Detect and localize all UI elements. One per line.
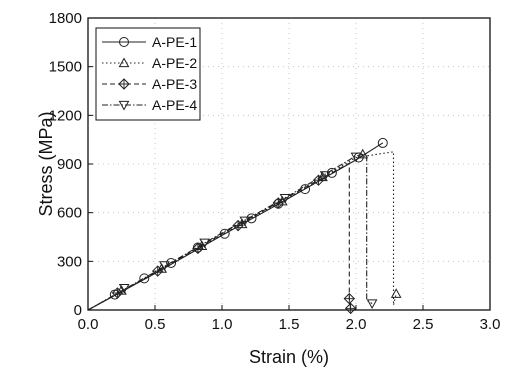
data-point: [159, 261, 170, 271]
legend-label: A-PE-3: [152, 76, 197, 92]
series-a-pe-2: [87, 148, 402, 311]
y-tick-label: 0: [74, 302, 82, 319]
y-tick-label: 1500: [49, 59, 82, 76]
y-tick-label: 600: [57, 205, 82, 222]
x-tick-label: 2.0: [346, 316, 367, 333]
data-point: [139, 273, 150, 284]
data-point: [366, 299, 378, 310]
y-tick-label: 900: [57, 156, 82, 173]
data-point: [344, 302, 357, 315]
series-line: [87, 151, 397, 311]
legend-marker: [119, 37, 129, 47]
legend-marker: [118, 57, 130, 68]
legend-marker: [118, 100, 130, 111]
data-point: [166, 257, 177, 268]
legend-marker: [118, 78, 130, 90]
y-axis-title: Stress (MPa): [36, 111, 56, 216]
legend: A-PE-1 A-PE-2 A-PE-3 A-PE-4: [95, 27, 201, 121]
data-point: [326, 167, 337, 178]
x-tick-label: 1.0: [212, 316, 233, 333]
legend-label: A-PE-4: [152, 97, 197, 113]
data-point: [343, 292, 356, 305]
x-tick-label: 0.5: [145, 316, 166, 333]
data-point: [390, 288, 402, 298]
data-point: [246, 213, 257, 224]
data-point: [279, 193, 291, 204]
x-axis-title: Strain (%): [249, 347, 329, 367]
x-tick-label: 0.0: [78, 316, 99, 333]
series-layer: [87, 137, 402, 315]
series-a-pe-3: [87, 162, 357, 315]
legend-label: A-PE-2: [152, 55, 197, 71]
axis-ticks: 0.0 0.5 1.0 1.5 2.0 2.5 3.0 0 300 600 900 1200 1500 1…: [49, 10, 501, 333]
y-tick-label: 300: [57, 253, 82, 270]
legend-label: A-PE-1: [152, 34, 197, 50]
legend-box: [95, 27, 201, 121]
x-tick-label: 1.5: [279, 316, 300, 333]
data-point: [319, 171, 331, 181]
grid-lines: [88, 18, 490, 310]
data-point: [350, 152, 362, 163]
series-a-pe-4: [87, 152, 378, 311]
x-tick-label: 2.5: [413, 316, 434, 333]
data-point: [239, 216, 251, 227]
x-tick-label: 3.0: [480, 316, 501, 333]
data-point: [199, 238, 210, 249]
data-point: [118, 284, 130, 294]
y-tick-label: 1200: [49, 107, 82, 124]
data-point: [151, 265, 164, 277]
data-point: [377, 137, 388, 148]
y-tick-label: 1800: [49, 10, 82, 27]
